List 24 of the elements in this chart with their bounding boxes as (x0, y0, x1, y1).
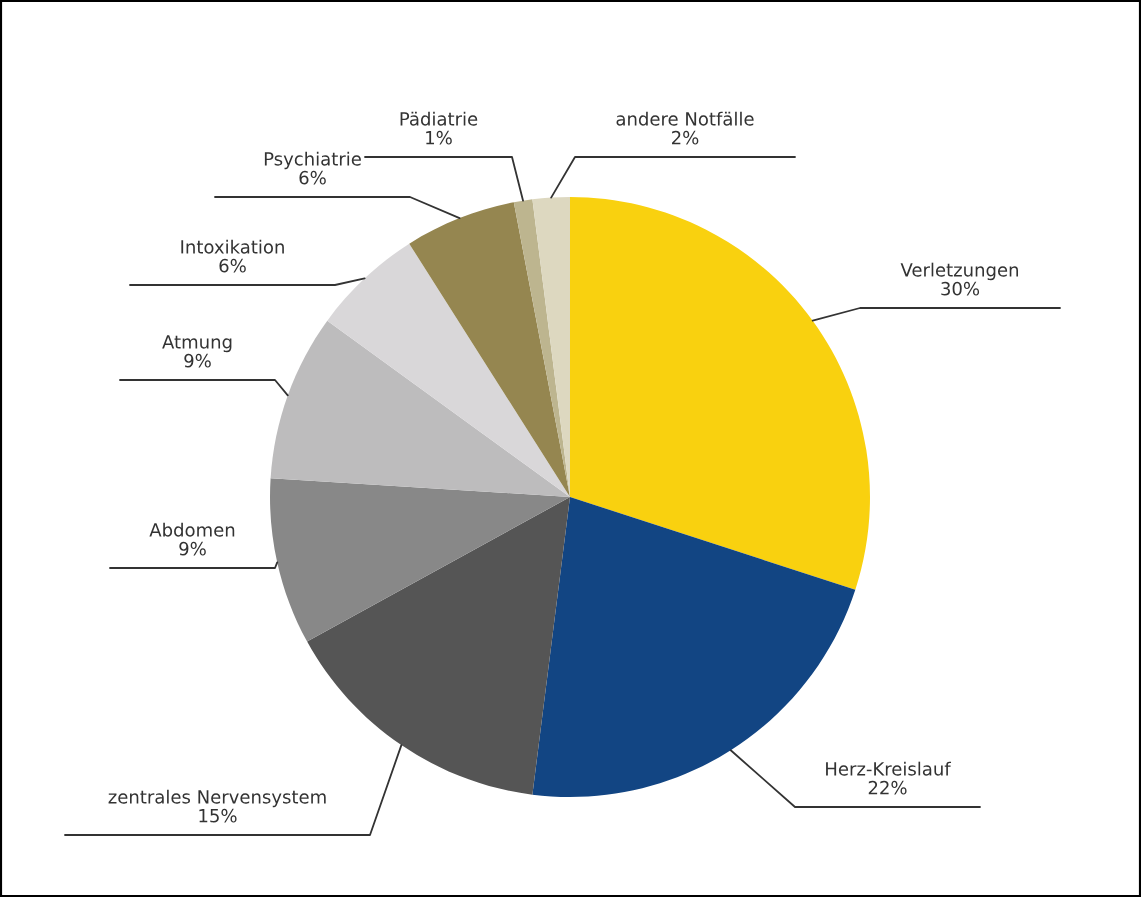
slice-label: zentrales Nervensystem (108, 789, 326, 808)
slice-label: Pädiatrie (400, 111, 478, 126)
slice-label: Herz-Kreislauf (826, 761, 952, 776)
data-label: 6% (219, 258, 246, 273)
data-label: 9% (184, 353, 211, 368)
pie-slice (570, 197, 870, 590)
data-label: 9% (179, 541, 206, 556)
pie-slice (513, 199, 570, 497)
pie-slice (409, 202, 570, 497)
data-label: 6% (299, 170, 326, 185)
data-label: 1% (426, 130, 452, 145)
slice-label: andere Notfälle (616, 111, 754, 126)
pie-slice (270, 320, 570, 497)
pie-slice (270, 478, 570, 642)
pie-slice (327, 243, 570, 497)
slice-label: Psychiatrie (264, 151, 361, 170)
slice-label: Abdomen (149, 522, 235, 537)
data-label: 22% (868, 780, 907, 795)
slice-label: Atmung (162, 335, 232, 353)
data-label: 30% (941, 281, 980, 296)
data-label: 15% (199, 808, 237, 823)
slice-label: Intoxikation (181, 239, 284, 254)
slice-label: Verletzungen (900, 262, 1018, 281)
data-label: 2% (672, 130, 699, 145)
